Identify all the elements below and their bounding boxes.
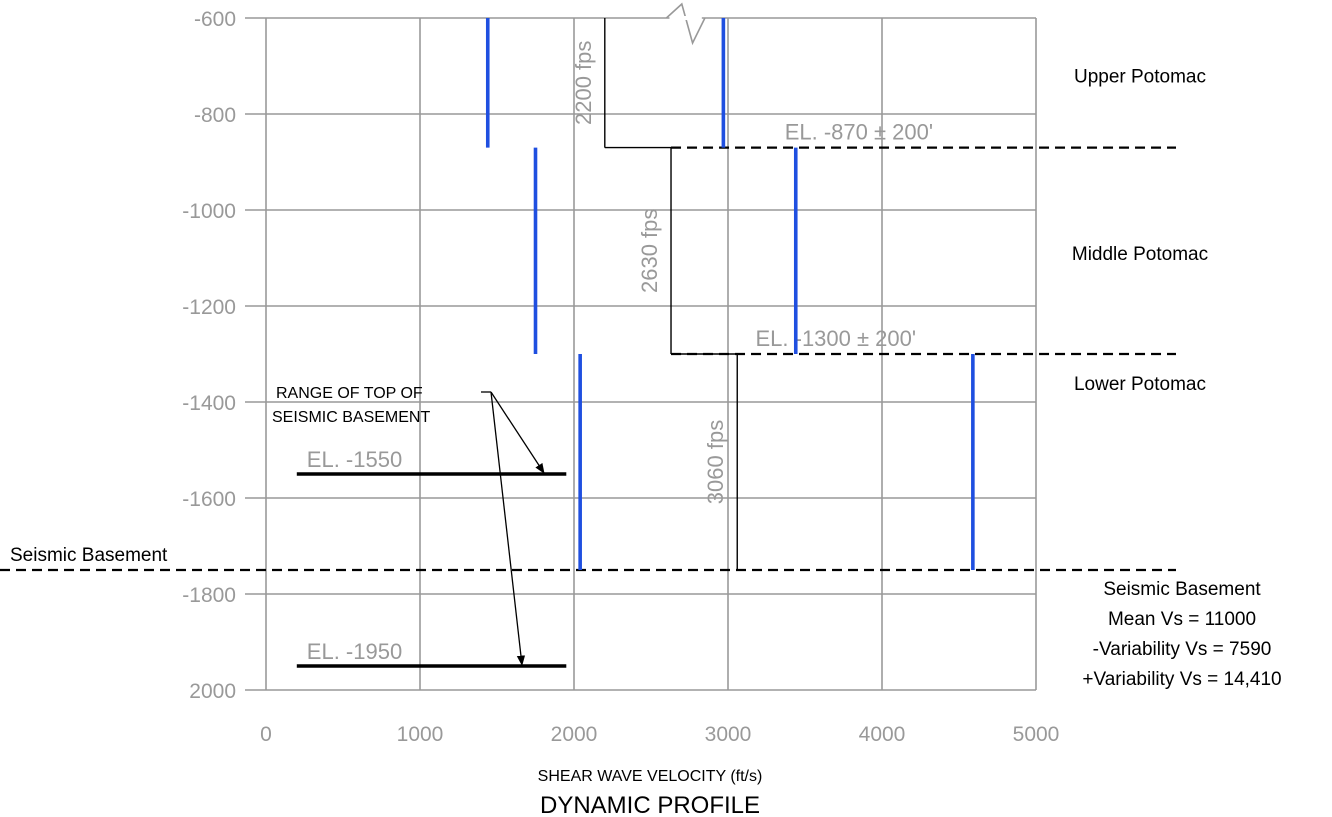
basement-range-label: EL. -1550 (307, 447, 402, 472)
y-tick-label: -800 (194, 104, 236, 127)
x-tick-label: 1000 (397, 723, 444, 746)
layer-name-label: Lower Potomac (1074, 374, 1206, 395)
velocity-label: 3060 fps (703, 420, 728, 504)
basement-info-line: -Variability Vs = 7590 (1093, 639, 1272, 660)
velocity-label: 2630 fps (637, 209, 662, 293)
seismic-basement-label: Seismic Basement (10, 545, 168, 566)
x-axis-label: SHEAR WAVE VELOCITY (ft/s) (538, 768, 763, 785)
range-arrow-upper (490, 391, 545, 474)
chart-title: DYNAMIC PROFILE (540, 792, 760, 817)
range-note-line1: RANGE OF TOP OF (276, 385, 423, 402)
variability-bounds (485, 18, 975, 570)
velocity-label: 2200 fps (571, 41, 596, 125)
basement-info-line: +Variability Vs = 14,410 (1082, 669, 1281, 690)
basement-info-line: Mean Vs = 11000 (1108, 609, 1256, 630)
y-tick-label: -1200 (182, 296, 236, 319)
grid-lines (245, 2, 1037, 691)
layer-boundaries: EL. -870 ± 200' EL. -1300 ± 200' Seismic B… (0, 120, 1176, 572)
layer-name-label: Upper Potomac (1074, 67, 1206, 88)
annotations: EL. -1550 EL. -1950 RANGE OF TOP OF SEISMIC… (272, 67, 1282, 690)
y-tick-label: 2000 (189, 680, 236, 703)
layer-name-label: Middle Potomac (1072, 244, 1208, 265)
mean-profile: 2200 fps 2630 fps 3060 fps (571, 18, 738, 570)
y-tick-label: -1800 (182, 584, 236, 607)
x-tick-label: 5000 (1013, 723, 1060, 746)
x-tick-label: 2000 (551, 723, 598, 746)
range-arrow-lower (490, 391, 526, 667)
axis-break-marker (665, 2, 706, 46)
y-tick-label: -1600 (182, 488, 236, 511)
boundary-label-1300: EL. -1300 ± 200' (755, 326, 916, 351)
basement-info-line: Seismic Basement (1103, 579, 1261, 600)
range-note-line2: SEISMIC BASEMENT (272, 409, 430, 426)
basement-range-label: EL. -1950 (307, 639, 402, 664)
y-tick-label: -1000 (182, 200, 236, 223)
y-tick-label: -1400 (182, 392, 236, 415)
boundary-label-870: EL. -870 ± 200' (785, 120, 933, 145)
y-tick-label: -600 (194, 8, 236, 31)
x-tick-label: 4000 (859, 723, 906, 746)
x-tick-label: 3000 (705, 723, 752, 746)
axis-break-gap (669, 16, 702, 20)
x-tick-label: 0 (260, 723, 272, 746)
tick-labels: 0 1000 2000 3000 4000 5000 -600 -800 -1000 -1200 -… (182, 8, 1059, 746)
